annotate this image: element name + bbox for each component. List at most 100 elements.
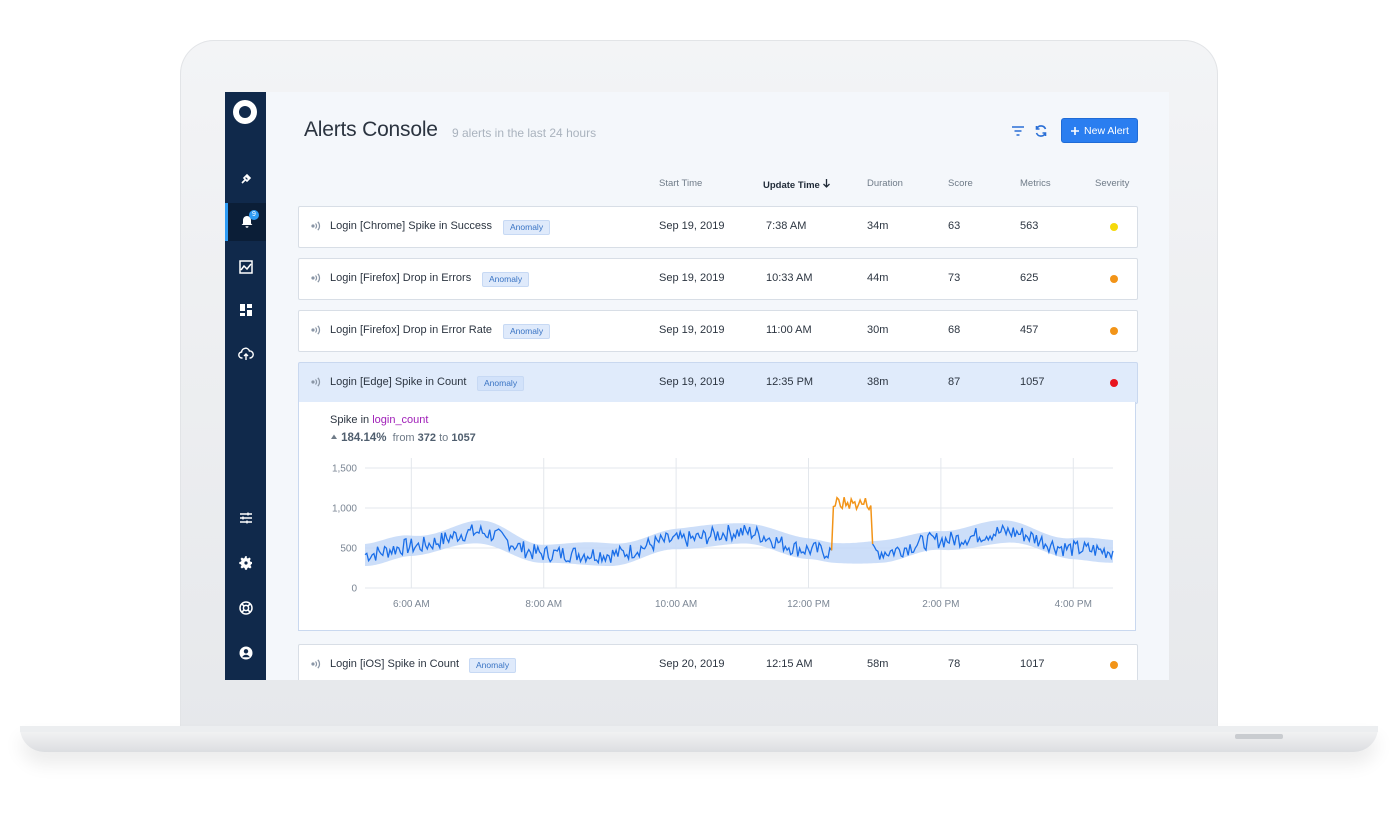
alert-signal-icon	[311, 325, 321, 335]
alert-score: 78	[948, 658, 961, 670]
laptop-base-lip	[20, 726, 1378, 732]
alert-metrics: 625	[1020, 272, 1039, 284]
main-content: Alerts Console 9 alerts in the last 24 h…	[266, 92, 1169, 680]
alert-name: Login [Firefox] Drop in Error Rate	[330, 324, 493, 336]
severity-dot	[1110, 379, 1118, 387]
refresh-icon[interactable]	[1033, 123, 1049, 139]
plus-icon	[1071, 126, 1080, 135]
sidebar-item-filters[interactable]	[225, 499, 266, 537]
header-start-time[interactable]: Start Time	[659, 178, 703, 189]
sidebar-item-help[interactable]	[225, 589, 266, 627]
y-tick-label: 1,000	[332, 504, 357, 515]
alert-row-expanded[interactable]: Login [Edge] Spike in Count Anomaly Sep …	[298, 362, 1138, 404]
y-tick-label: 0	[351, 584, 357, 595]
y-tick-label: 500	[340, 544, 357, 555]
laptop-notch	[1235, 734, 1283, 739]
alert-row[interactable]: Login [Firefox] Drop in Errors Anomaly S…	[298, 258, 1138, 300]
new-alert-button[interactable]: New Alert	[1061, 118, 1138, 143]
alert-name: Login [iOS] Spike in Count	[330, 658, 460, 670]
header-update-time-label: Update Time	[763, 180, 820, 191]
sidebar-item-alerts[interactable]: 9	[225, 203, 266, 241]
dashboard-icon	[239, 304, 252, 316]
alerts-count-badge: 9	[249, 210, 259, 220]
spike-prefix: Spike in	[330, 414, 370, 426]
change-summary: 184.14% from 372 to 1057	[330, 432, 476, 444]
alert-metrics: 563	[1020, 220, 1039, 232]
app-logo[interactable]	[233, 100, 257, 124]
severity-dot	[1110, 275, 1118, 283]
alert-update-time: 11:00 AM	[766, 324, 812, 336]
plug-icon	[240, 173, 251, 184]
sidebar-item-metrics[interactable]	[225, 248, 266, 286]
sidebar-item-dashboards[interactable]	[225, 291, 266, 329]
metric-chart: 1,500 1,000 500 0 6:00 AM 8:00 AM 10:00 AM 12:0…	[332, 458, 1114, 610]
header-duration[interactable]: Duration	[867, 178, 903, 189]
x-tick-label: 8:00 AM	[525, 599, 562, 610]
alert-duration: 38m	[867, 376, 889, 388]
anomaly-tag: Anomaly	[482, 272, 530, 287]
alert-signal-icon	[311, 659, 321, 669]
alert-name: Login [Firefox] Drop in Errors	[330, 272, 472, 284]
anomaly-tag: Anomaly	[469, 658, 517, 673]
header-score[interactable]: Score	[948, 178, 973, 189]
alert-score: 87	[948, 376, 961, 388]
alert-signal-icon	[311, 377, 321, 387]
alert-update-time: 12:15 AM	[766, 658, 813, 670]
alert-score: 68	[948, 324, 961, 336]
alert-detail-panel: Spike in login_count 184.14% from 372 to…	[298, 402, 1136, 631]
alert-duration: 44m	[867, 272, 889, 284]
alert-start-time: Sep 19, 2019	[659, 220, 725, 232]
alert-update-time: 10:33 AM	[766, 272, 813, 284]
arrow-down-icon	[823, 179, 831, 188]
alert-duration: 58m	[867, 658, 889, 670]
header-metrics[interactable]: Metrics	[1020, 178, 1051, 189]
alert-name: Login [Edge] Spike in Count	[330, 376, 467, 388]
to-label: to	[439, 432, 449, 444]
alert-row[interactable]: Login [Chrome] Spike in Success Anomaly …	[298, 206, 1138, 248]
new-alert-label: New Alert	[1084, 124, 1129, 137]
alert-duration: 34m	[867, 220, 889, 232]
sliders-icon	[239, 512, 252, 524]
alert-metrics: 1057	[1020, 376, 1045, 388]
expected-range-band	[365, 520, 1113, 566]
alert-score: 73	[948, 272, 961, 284]
alert-score: 63	[948, 220, 961, 232]
page-subtitle: 9 alerts in the last 24 hours	[452, 126, 597, 140]
triangle-up-icon	[331, 434, 337, 439]
alert-signal-icon	[311, 221, 321, 231]
x-tick-label: 12:00 PM	[787, 599, 830, 610]
filter-icon[interactable]	[1010, 123, 1026, 139]
observed-series-line	[364, 523, 833, 565]
alert-duration: 30m	[867, 324, 889, 336]
observed-series-line	[872, 523, 1114, 561]
anomaly-tag: Anomaly	[503, 324, 551, 339]
alert-update-time: 7:38 AM	[766, 220, 807, 232]
anomaly-tag: Anomaly	[477, 376, 525, 391]
anomaly-series-line	[830, 496, 874, 551]
sidebar-item-account[interactable]	[225, 634, 266, 672]
metric-name-link[interactable]: login_count	[372, 414, 429, 426]
severity-dot	[1110, 223, 1118, 231]
spike-description: Spike in login_count	[330, 414, 428, 426]
x-tick-label: 2:00 PM	[922, 599, 959, 610]
chart-icon	[238, 260, 253, 274]
header-severity[interactable]: Severity	[1095, 178, 1130, 189]
sidebar-item-integrations[interactable]	[225, 160, 266, 198]
sidebar: 9	[225, 92, 266, 680]
lifebuoy-icon	[238, 601, 253, 615]
x-tick-label: 6:00 AM	[393, 599, 430, 610]
sidebar-item-upload[interactable]	[225, 335, 266, 373]
alert-start-time: Sep 19, 2019	[659, 272, 725, 284]
to-value: 1057	[451, 432, 476, 444]
alert-row[interactable]: Login [iOS] Spike in Count Anomaly Sep 2…	[298, 644, 1138, 680]
sidebar-item-settings[interactable]	[225, 544, 266, 582]
alert-start-time: Sep 20, 2019	[659, 658, 725, 670]
account-icon	[239, 646, 252, 660]
alert-start-time: Sep 19, 2019	[659, 376, 725, 388]
alert-update-time: 12:35 PM	[766, 376, 814, 388]
severity-dot	[1110, 327, 1118, 335]
gear-icon	[238, 556, 252, 570]
alert-row[interactable]: Login [Firefox] Drop in Error Rate Anoma…	[298, 310, 1138, 352]
y-tick-label: 1,500	[332, 464, 357, 475]
header-update-time[interactable]: Update Time	[763, 178, 831, 191]
